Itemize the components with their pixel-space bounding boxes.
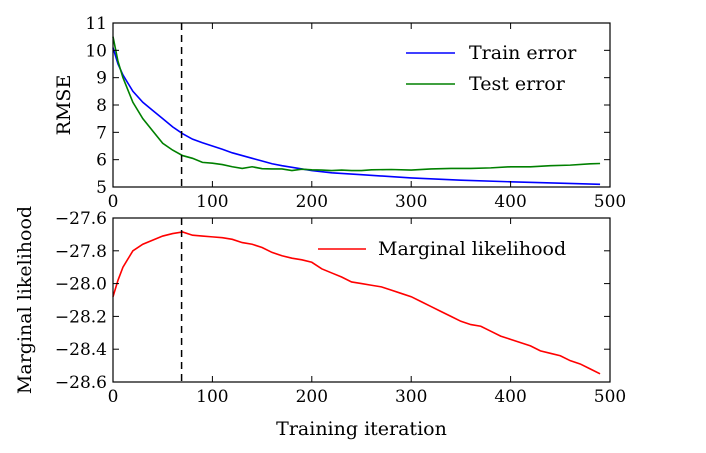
y-axis-title: RMSE bbox=[53, 75, 75, 136]
legend-label: Train error bbox=[469, 42, 577, 64]
x-tick-label: 400 bbox=[494, 387, 526, 407]
y-tick-label: 9 bbox=[96, 69, 107, 89]
y-tick-label: −27.6 bbox=[55, 209, 107, 229]
x-tick-label: 300 bbox=[395, 387, 427, 407]
y-tick-label: −28.0 bbox=[55, 275, 107, 295]
x-tick-label: 0 bbox=[108, 387, 119, 407]
y-tick-label: −27.8 bbox=[55, 242, 107, 262]
y-tick-label: 11 bbox=[85, 14, 107, 34]
marginal-likelihood-panel: 0 100 200 300 400 500 −27.6 −27.8 −28.0 −28.2 −28.… bbox=[14, 206, 626, 440]
legend-label: Marginal likelihood bbox=[378, 238, 566, 260]
y-tick-label: 6 bbox=[96, 151, 107, 171]
x-tick-label: 500 bbox=[594, 192, 626, 212]
series-line-train-error bbox=[112, 47, 601, 186]
x-tick-label: 300 bbox=[395, 192, 427, 212]
y-tick-label: 10 bbox=[85, 41, 107, 61]
series-line-test-error bbox=[112, 36, 601, 172]
rmse-panel: 0 100 200 300 400 500 5 6 7 8 9 10 11 RMSE Train error… bbox=[53, 14, 626, 212]
legend-label: Test error bbox=[469, 73, 566, 95]
y-tick-label: −28.6 bbox=[55, 373, 107, 393]
plot-frame bbox=[112, 217, 611, 383]
x-tick-label: 100 bbox=[196, 192, 228, 212]
y-tick-label: 8 bbox=[96, 96, 107, 116]
series-line-marginal-likelihood bbox=[112, 231, 601, 375]
x-axis-title: Training iteration bbox=[276, 418, 447, 440]
y-axis-title: Marginal likelihood bbox=[14, 206, 36, 394]
y-tick-label: 5 bbox=[96, 178, 107, 198]
y-tick-label: −28.2 bbox=[55, 307, 107, 327]
x-tick-label: 500 bbox=[594, 387, 626, 407]
x-tick-label: 200 bbox=[296, 192, 328, 212]
x-tick-label: 100 bbox=[196, 387, 228, 407]
x-tick-label: 200 bbox=[296, 387, 328, 407]
y-tick-label: −28.4 bbox=[55, 340, 107, 360]
y-tick-label: 7 bbox=[96, 123, 107, 143]
x-tick-label: 0 bbox=[108, 192, 119, 212]
x-tick-label: 400 bbox=[494, 192, 526, 212]
